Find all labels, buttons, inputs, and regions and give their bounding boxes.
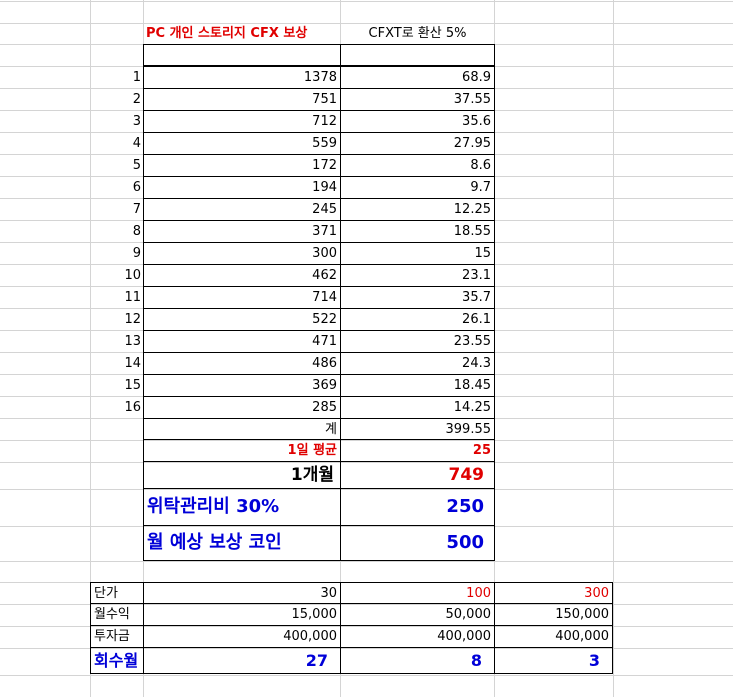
row-number: 13: [124, 334, 141, 349]
row-number: 15: [124, 378, 141, 393]
cfxt-cell: 8.6: [340, 154, 495, 177]
cfxt-cell: 27.95: [340, 132, 495, 155]
row-number: 12: [124, 312, 141, 327]
row-number: 5: [132, 158, 141, 173]
sheet-title: PC 개인 스토리지 CFX 보상: [146, 25, 308, 41]
cfxt-cell: 26.1: [340, 308, 495, 331]
payback-label: 회수월: [90, 647, 144, 674]
expected-coin-value: 500: [340, 525, 495, 561]
value-cell: 1378: [143, 66, 341, 89]
monthly-label: 1개월: [143, 461, 341, 489]
row-number: 1: [132, 70, 141, 85]
row-number: 3: [132, 114, 141, 129]
fee-label: 위탁관리비 30%: [143, 488, 341, 526]
price-cell-1: 30: [143, 582, 341, 604]
value-cell: 172: [143, 154, 341, 177]
row-number: 10: [124, 268, 141, 283]
value-cell: 751: [143, 88, 341, 111]
row-number: 16: [124, 400, 141, 415]
blank-cell-b: [143, 44, 341, 66]
value-cell: 712: [143, 110, 341, 133]
monthly-income-cell-2: 50,000: [340, 603, 495, 626]
cfxt-cell: 35.7: [340, 286, 495, 309]
value-cell: 559: [143, 132, 341, 155]
daily-average-label: 1일 평균: [143, 439, 341, 462]
monthly-income-label: 월수익: [90, 603, 144, 626]
conversion-header: CFXT로 환산 5%: [368, 25, 467, 41]
value-cell: 462: [143, 264, 341, 287]
row-number: 8: [132, 224, 141, 239]
value-cell: 471: [143, 330, 341, 353]
payback-cell-1: 27: [143, 647, 341, 674]
row-number: 7: [132, 202, 141, 217]
cfxt-cell: 18.45: [340, 374, 495, 397]
monthly-income-cell-1: 15,000: [143, 603, 341, 626]
investment-cell-2: 400,000: [340, 625, 495, 648]
value-cell: 371: [143, 220, 341, 243]
price-label: 단가: [90, 582, 144, 604]
cfxt-cell: 23.1: [340, 264, 495, 287]
cfxt-cell: 24.3: [340, 352, 495, 375]
cfxt-cell: 18.55: [340, 220, 495, 243]
row-number: 11: [124, 290, 141, 305]
price-cell-2: 100: [340, 582, 495, 604]
row-number: 14: [124, 356, 141, 371]
value-cell: 522: [143, 308, 341, 331]
value-cell: 285: [143, 396, 341, 419]
cfxt-cell: 15: [340, 242, 495, 265]
value-cell: 245: [143, 198, 341, 221]
total-value: 399.55: [340, 418, 495, 440]
investment-cell-3: 400,000: [494, 625, 613, 648]
cfxt-cell: 14.25: [340, 396, 495, 419]
monthly-value: 749: [340, 461, 495, 489]
cfxt-cell: 68.9: [340, 66, 495, 89]
cfxt-cell: 37.55: [340, 88, 495, 111]
payback-cell-2: 8: [340, 647, 495, 674]
total-label: 계: [143, 418, 341, 440]
cfxt-cell: 12.25: [340, 198, 495, 221]
daily-average-value: 25: [340, 439, 495, 462]
row-number: 2: [132, 92, 141, 107]
row-number: 9: [132, 246, 141, 261]
investment-label: 투자금: [90, 625, 144, 648]
row-number: 4: [132, 136, 141, 151]
cfxt-cell: 23.55: [340, 330, 495, 353]
fee-value: 250: [340, 488, 495, 526]
value-cell: 300: [143, 242, 341, 265]
payback-cell-3: 3: [494, 647, 613, 674]
price-cell-3: 300: [494, 582, 613, 604]
cfxt-cell: 9.7: [340, 176, 495, 199]
value-cell: 486: [143, 352, 341, 375]
monthly-income-cell-3: 150,000: [494, 603, 613, 626]
expected-coin-label: 월 예상 보상 코인: [143, 525, 341, 561]
value-cell: 369: [143, 374, 341, 397]
row-number: 6: [132, 180, 141, 195]
blank-cell-c: [340, 44, 495, 66]
investment-cell-1: 400,000: [143, 625, 341, 648]
cfxt-cell: 35.6: [340, 110, 495, 133]
value-cell: 714: [143, 286, 341, 309]
value-cell: 194: [143, 176, 341, 199]
